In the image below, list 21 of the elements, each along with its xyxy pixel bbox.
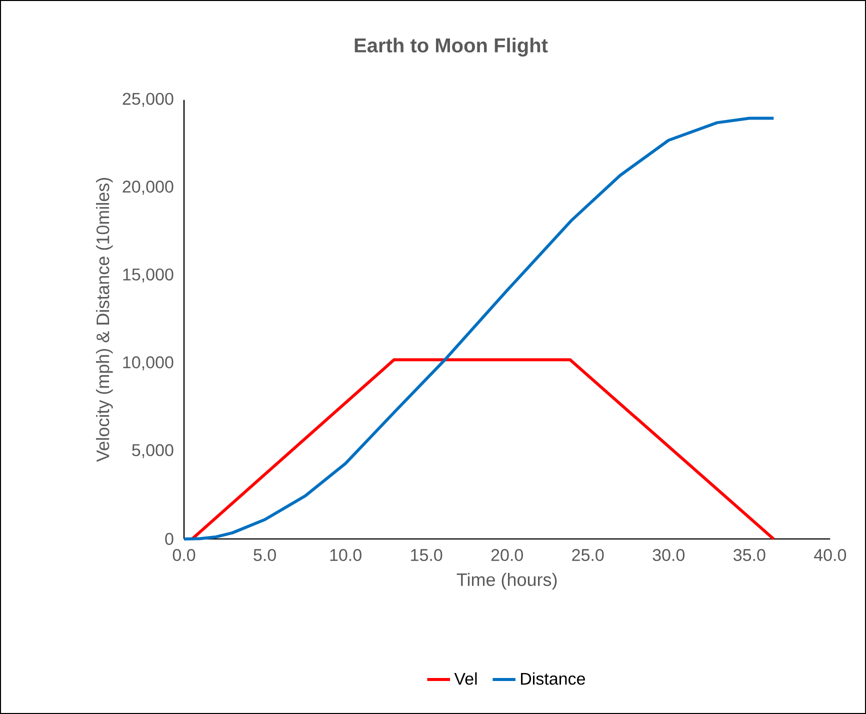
y-tick-label: 10,000: [123, 356, 174, 370]
line-series: [182, 116, 776, 540]
x-axis-title: Time (hours): [456, 572, 557, 590]
y-tick-label: 5,000: [132, 444, 174, 458]
x-tick-label: 10.0: [330, 549, 362, 562]
chart-title: Earth to Moon Flight: [354, 38, 548, 57]
x-tick-label: 0.0: [172, 549, 196, 562]
legend-label: Vel: [454, 672, 477, 685]
legend-label: Distance: [521, 672, 585, 685]
x-tick-label: 20.0: [491, 549, 523, 562]
x-tick-label: 30.0: [652, 549, 685, 562]
y-tick-label: 15,000: [123, 268, 174, 283]
x-tick-label: 25.0: [572, 549, 604, 562]
x-tick-label: 5.0: [254, 549, 276, 562]
y-tick-label: 20,000: [122, 180, 174, 195]
y-tick-label: 0: [165, 532, 174, 545]
y-axis-title: Velocity (mph) & Distance (10miles): [96, 178, 113, 462]
x-tick-label: 35.0: [734, 549, 766, 562]
x-tick-label: 15.0: [411, 549, 442, 562]
x-tick-label: 40.0: [814, 549, 846, 562]
y-tick-label: 25,000: [122, 92, 174, 107]
